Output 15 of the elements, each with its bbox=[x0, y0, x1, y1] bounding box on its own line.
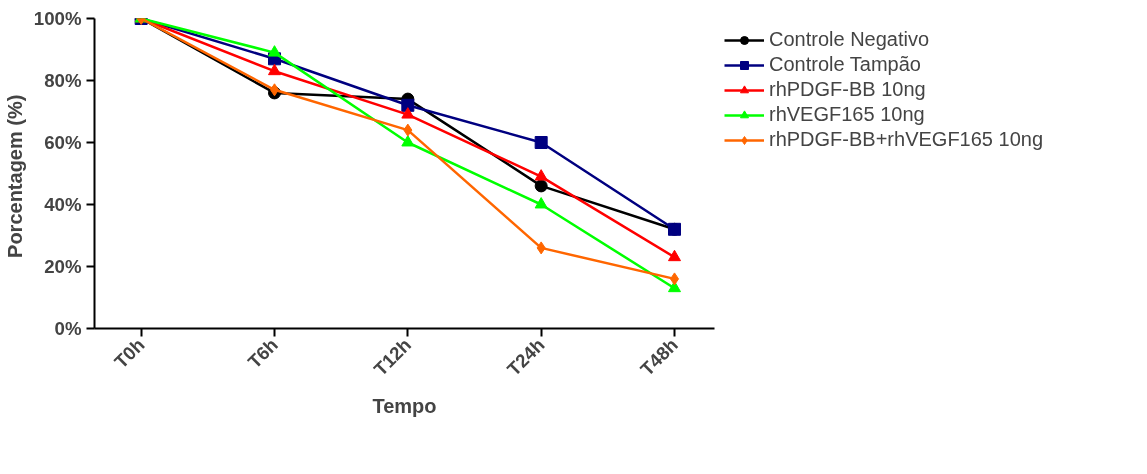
y-tick-label: 80% bbox=[44, 70, 82, 91]
legend-label: rhVEGF165 10ng bbox=[769, 103, 925, 126]
y-tick-label: 0% bbox=[54, 318, 82, 339]
y-tick-label: 20% bbox=[44, 256, 82, 277]
x-axis-title: Tempo bbox=[372, 395, 437, 418]
y-tick-label: 60% bbox=[44, 132, 82, 153]
y-tick-label: 100% bbox=[33, 8, 82, 29]
legend-label: Controle Negativo bbox=[769, 28, 930, 51]
legend-label: rhPDGF-BB 10ng bbox=[769, 78, 926, 101]
y-tick-label: 40% bbox=[44, 194, 82, 215]
legend-label: rhPDGF-BB+rhVEGF165 10ng bbox=[769, 128, 1044, 151]
x-tick-label: T0h bbox=[110, 334, 149, 373]
legend-label: Controle Tampão bbox=[769, 53, 921, 76]
y-axis-title: Porcentagem (%) bbox=[3, 94, 26, 258]
x-tick-label: T6h bbox=[243, 334, 282, 373]
